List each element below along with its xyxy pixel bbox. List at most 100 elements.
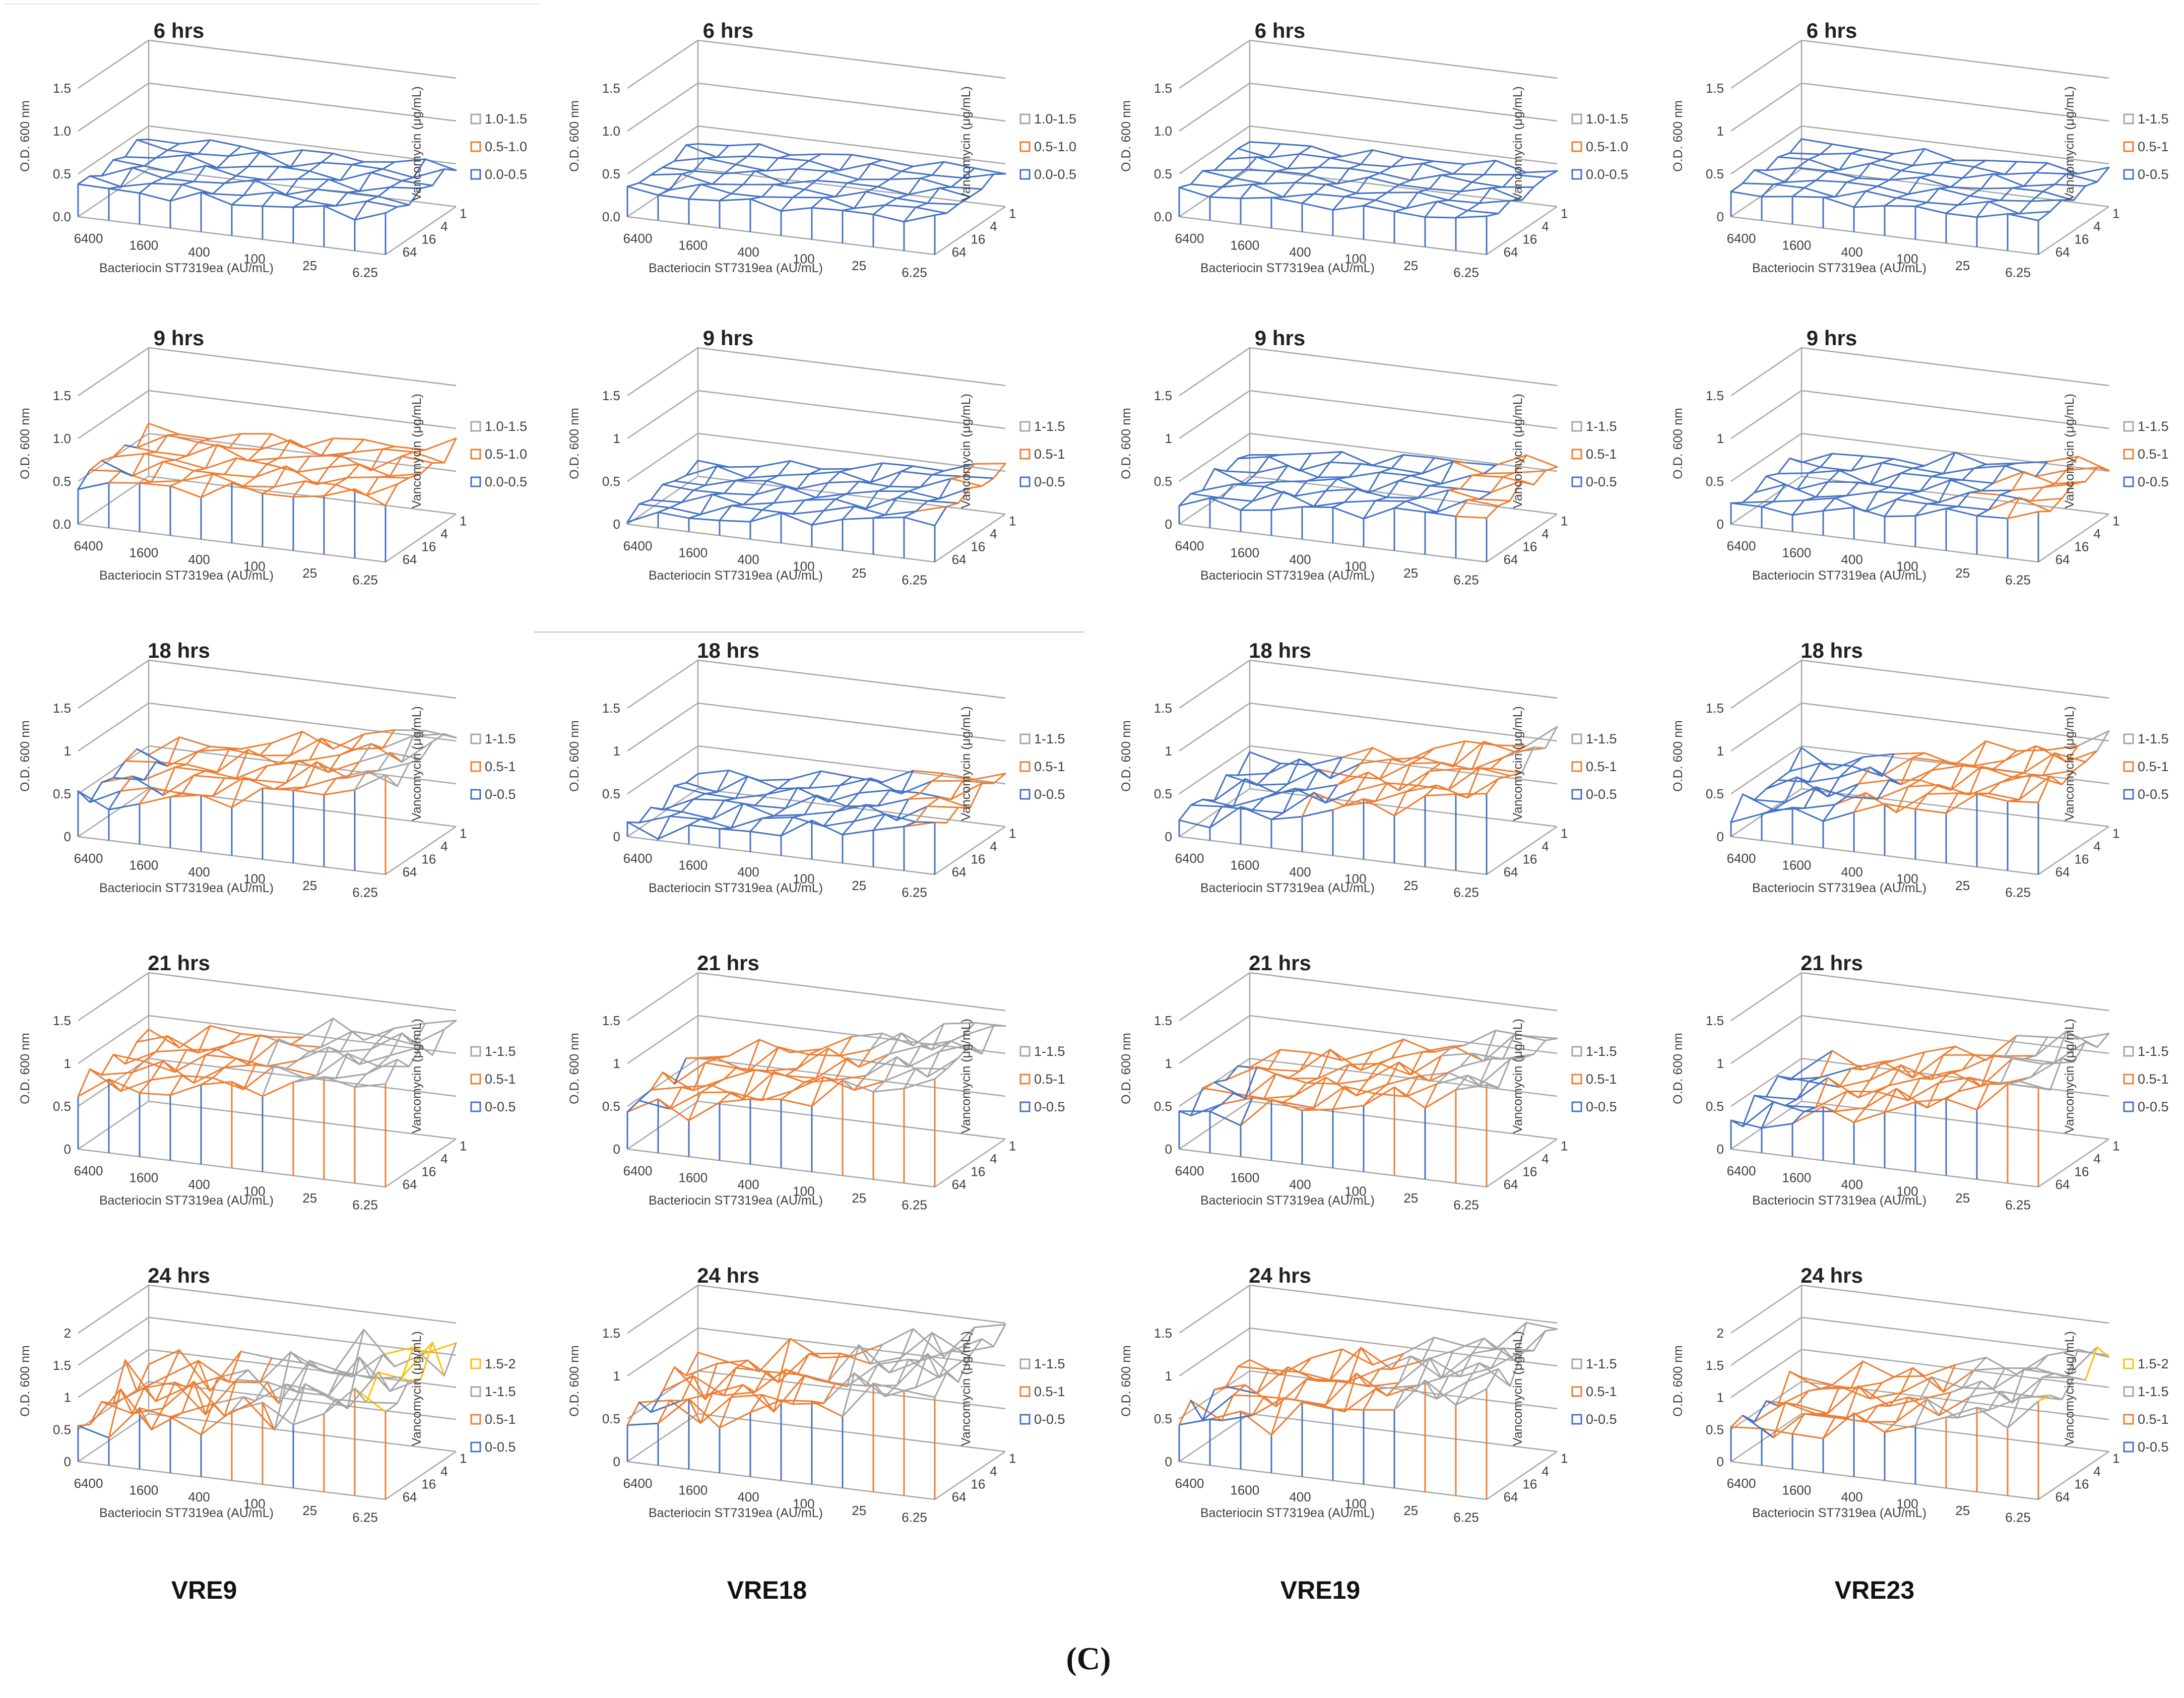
surface-mesh-line: [2035, 1036, 2048, 1057]
surface-mesh-line: [1282, 1101, 1315, 1109]
surface-mesh-line: [1853, 792, 1867, 813]
surface-mesh-line: [1455, 1075, 1468, 1091]
surface-mesh-line: [1306, 1082, 1338, 1085]
surface-mesh-line: [2046, 1036, 2079, 1040]
surface-mesh-line: [1969, 781, 2002, 796]
surface-mesh-line: [174, 764, 187, 768]
surface-mesh-line: [1379, 166, 1393, 174]
y-tick-label: 1: [1165, 743, 1172, 759]
surface-mesh-line: [1730, 182, 1744, 193]
surface-mesh-line: [1448, 488, 1461, 491]
surface-mesh-line: [1336, 167, 1350, 184]
surface-mesh-line: [1486, 213, 1499, 217]
surface-mesh-line: [292, 1413, 325, 1426]
surface-mesh-line: [692, 157, 706, 172]
surface-mesh-line: [285, 188, 318, 196]
surface-mesh-line: [1985, 740, 2018, 752]
surface-mesh-line: [1772, 1101, 1786, 1107]
surface-mesh-line: [242, 777, 256, 781]
surface-mesh-line: [742, 802, 756, 806]
surface-mesh-line: [865, 1056, 898, 1077]
surface-mesh-line: [1360, 1347, 1393, 1370]
surface-mesh-line: [1789, 746, 1803, 772]
surface-mesh-line: [796, 473, 810, 490]
surface-mesh-line: [1912, 161, 1945, 166]
surface-mesh-line: [1888, 472, 1902, 488]
panel-title: 24 hrs: [1249, 1264, 1311, 1287]
surface-mesh-line: [2037, 1395, 2051, 1402]
surface-mesh-line: [1900, 769, 1933, 785]
surface-mesh-line: [1777, 457, 1791, 475]
surface-mesh-line: [242, 1396, 256, 1402]
surface-mesh-line: [1853, 1412, 1867, 1423]
surface-mesh-line: [2084, 1346, 2098, 1381]
surface-mesh-line: [2037, 775, 2051, 803]
surface-mesh-line: [1980, 766, 1994, 770]
surface-mesh-line: [1479, 1362, 1492, 1369]
surface-mesh-line: [1838, 765, 1852, 778]
gridline: [1730, 1015, 2109, 1064]
x-tick-label: 6400: [74, 231, 103, 246]
surface-mesh-line: [1483, 472, 1516, 475]
surface-mesh-line: [370, 168, 384, 173]
surface-mesh-line: [358, 752, 391, 763]
surface-mesh-line: [273, 786, 306, 790]
surface-mesh-line: [328, 463, 360, 468]
surface-mesh-line: [1914, 1398, 1928, 1426]
surface-mesh-line: [1545, 726, 1558, 749]
surface-mesh-line: [420, 1046, 433, 1056]
surface-mesh-line: [1249, 141, 1281, 145]
surface-mesh-line: [827, 170, 860, 180]
x-tick-label: 1600: [129, 545, 158, 560]
z-tick-label: 4: [1541, 839, 1549, 854]
surface-mesh-line: [1912, 148, 1925, 166]
surface-mesh-line: [1436, 1375, 1450, 1400]
surface-mesh-line: [1213, 1079, 1227, 1083]
surface-mesh-line: [1270, 1397, 1284, 1436]
surface-mesh-line: [358, 186, 391, 192]
surface-mesh-line: [169, 1084, 202, 1096]
x-axis-label: Bacteriocin ST7319ea (AU/mL): [99, 569, 274, 583]
surface-mesh-line: [1190, 798, 1204, 806]
legend-swatch: [2123, 1414, 2134, 1425]
surface-mesh-line: [1178, 186, 1211, 198]
surface-mesh-line: [1827, 470, 1840, 483]
surface-mesh-line: [1268, 763, 1281, 775]
surface-mesh-line: [1343, 488, 1358, 503]
surface-mesh-line: [328, 455, 341, 468]
surface-mesh-line: [228, 447, 261, 451]
surface-mesh-line: [1976, 515, 2009, 520]
surface-mesh-line: [938, 478, 952, 500]
surface-mesh-line: [1348, 167, 1381, 174]
surface-mesh-line: [950, 177, 964, 188]
surface-mesh-line: [1209, 186, 1223, 198]
x-tick-label: 25: [852, 565, 866, 581]
surface-mesh-line: [285, 1059, 299, 1070]
y-axis-label: O.D. 600 nm: [1119, 408, 1133, 479]
surface-mesh-line: [1374, 1386, 1407, 1390]
surface-mesh-line: [112, 1359, 126, 1405]
y-tick-label: 0.5: [1154, 786, 1172, 801]
surface-mesh-line: [1483, 1337, 1497, 1350]
surface-mesh-line: [119, 1072, 134, 1092]
surface-mesh-line: [884, 497, 898, 516]
surface-mesh-line: [1938, 186, 1952, 190]
surface-mesh-line: [155, 434, 169, 453]
x-tick-label: 1600: [1782, 237, 1811, 253]
surface-mesh-line: [228, 151, 261, 157]
y-axis-label: O.D. 600 nm: [18, 100, 32, 172]
y-tick-label: 0: [64, 829, 71, 844]
surface-mesh-line: [1325, 790, 1358, 804]
y-tick-label: 0.5: [602, 786, 620, 801]
x-tick-label: 6.25: [352, 885, 378, 900]
surface-mesh-line: [1299, 153, 1331, 159]
surface-mesh-line: [1343, 193, 1358, 198]
legend-entry: 0.0-0.5: [1034, 167, 1076, 182]
surface-mesh-line: [1459, 181, 1473, 193]
surface-mesh-line: [431, 168, 445, 186]
surface-mesh-line: [1945, 793, 1978, 814]
surface-mesh-line: [124, 1051, 157, 1065]
surface-mesh-line: [1784, 776, 1798, 803]
surface-mesh-line: [139, 1092, 171, 1096]
surface-mesh-line: [1459, 1352, 1473, 1377]
